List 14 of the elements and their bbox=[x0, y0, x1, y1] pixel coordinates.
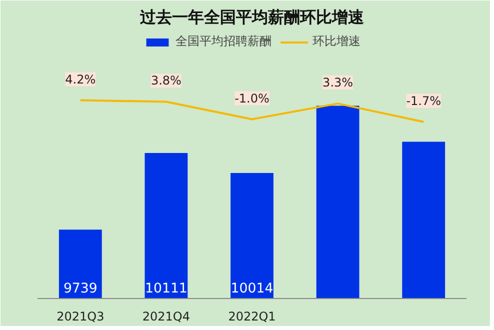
data-label: 3.3% bbox=[322, 76, 354, 90]
data-label: -1.0% bbox=[234, 91, 270, 106]
legend-label: 全国平均招聘薪酬 bbox=[176, 33, 272, 50]
data-label: 10014 bbox=[230, 282, 274, 296]
data-label: -1.7% bbox=[406, 94, 442, 108]
data-label: 10111 bbox=[145, 282, 188, 296]
data-label: 4.2% bbox=[65, 72, 96, 86]
x-tick-label: 2022Q1 bbox=[228, 310, 276, 324]
legend-label: 环比增速 bbox=[312, 33, 360, 50]
data-label: 3.8% bbox=[150, 74, 182, 88]
x-tick-label: 2021Q3 bbox=[56, 310, 104, 324]
chart-title: 过去一年全国平均薪酬环比增速 bbox=[139, 8, 365, 26]
x-tick-label: 2021Q4 bbox=[142, 310, 190, 324]
data-label: 9739 bbox=[63, 282, 98, 296]
